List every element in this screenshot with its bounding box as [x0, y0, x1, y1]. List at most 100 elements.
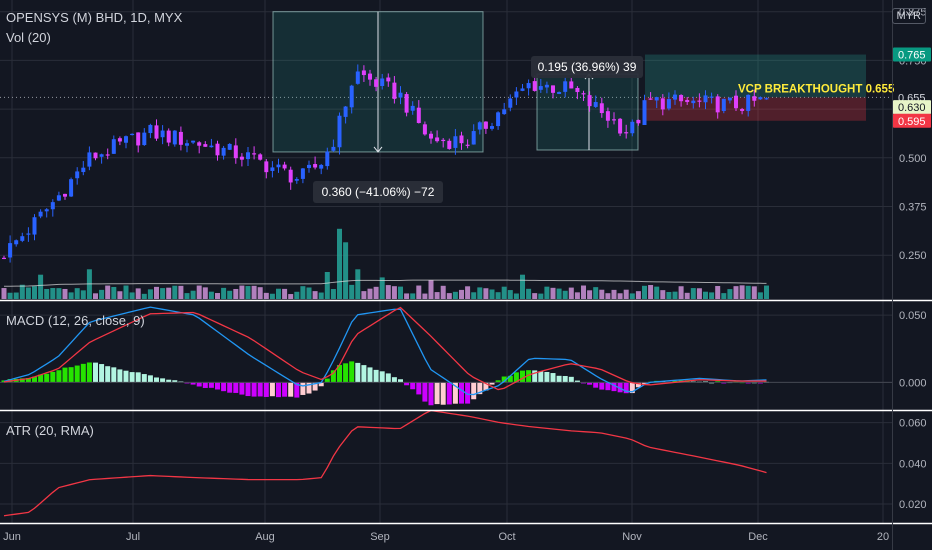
price-axis-tick-label: 0.060: [899, 418, 927, 430]
volume-bar: [257, 287, 263, 299]
volume-bar: [68, 292, 74, 299]
annotation-labels: 0.360 (−41.06%) −72 0.195 (36.96%) 39 VCP …: [313, 56, 895, 203]
volume-bar: [593, 287, 599, 299]
candle-body: [50, 202, 55, 210]
macd-histogram-bar: [269, 382, 275, 397]
volume-bar: [757, 292, 763, 299]
candle-body: [721, 98, 726, 111]
candle-body: [239, 156, 244, 160]
macd-histogram-bar: [507, 375, 513, 383]
macd-histogram-bar: [202, 382, 208, 388]
candle-body: [630, 121, 635, 134]
volume-bar: [123, 285, 129, 299]
candle-body: [581, 93, 586, 95]
candle-body: [264, 161, 269, 173]
macd-histogram-bar: [263, 382, 269, 397]
volume-bar: [19, 284, 25, 299]
price-badge-label: 0.595: [898, 116, 926, 128]
rise-measure-label-bg: [531, 56, 643, 78]
candle-body: [642, 100, 647, 125]
atr-indicator-label[interactable]: ATR (20, RMA): [6, 423, 94, 438]
candle-body: [697, 100, 702, 102]
macd-histogram-bar: [361, 365, 367, 383]
price-axis-tick-label: 0.500: [899, 153, 927, 165]
macd-histogram-bar: [568, 376, 574, 383]
macd-histogram-bar: [129, 372, 135, 383]
macd-histogram-bar: [62, 367, 68, 383]
candle-body: [435, 137, 440, 142]
volume-bar: [538, 293, 544, 299]
candle-body: [215, 143, 220, 156]
macd-histogram-bar: [526, 370, 532, 383]
volume-bar: [32, 286, 37, 299]
macd-histogram-bar: [446, 382, 452, 405]
volume-bar: [367, 288, 373, 299]
time-axis-tick-label: Dec: [748, 531, 768, 543]
macd-indicator-label[interactable]: MACD (12, 26, close, 9): [6, 313, 145, 328]
volume-bar: [526, 288, 532, 299]
price-axis-tick-label: 0.000: [899, 377, 927, 389]
candle-body: [294, 179, 299, 181]
volume-bar: [587, 290, 593, 299]
macd-histogram-bar: [532, 370, 538, 383]
macd-histogram-bar: [703, 381, 708, 383]
candle-body: [715, 96, 720, 113]
price-badge-bg: [893, 100, 931, 115]
macd-histogram-bar: [483, 382, 489, 391]
candle-body: [703, 95, 708, 103]
macd-histogram-bar: [68, 367, 74, 383]
price-badge: 0.765: [893, 47, 931, 62]
candle-body: [404, 94, 409, 113]
macd-histogram-bar: [477, 382, 483, 395]
macd-histogram-bar: [318, 382, 324, 387]
candle-body: [508, 98, 513, 108]
candle-body: [288, 169, 293, 183]
volume-bar: [550, 287, 556, 299]
price-badge: 0.595: [893, 113, 931, 128]
macd-histogram-bar: [599, 382, 605, 390]
volume-bar: [233, 288, 239, 299]
macd-histogram-bar: [111, 367, 117, 383]
price-badge-bg: [893, 47, 931, 62]
candle-body: [740, 109, 745, 111]
volume-bar: [251, 285, 257, 299]
candle-body: [587, 95, 592, 107]
price-axis-tick-label: 0.050: [899, 310, 927, 322]
candle-body: [734, 95, 738, 109]
volume-bar: [629, 293, 635, 299]
volume-bar: [269, 293, 275, 299]
volume-bar: [312, 291, 318, 299]
candle-body: [166, 130, 171, 143]
volume-bar: [513, 293, 519, 299]
macd-histogram-bar: [416, 382, 422, 395]
volume-bar: [459, 289, 464, 299]
candle-body: [203, 144, 208, 147]
price-axis-tick-label: 0.250: [899, 250, 927, 262]
macd-histogram-bar: [215, 382, 220, 390]
currency-badge[interactable]: MYR: [891, 8, 926, 24]
time-axis-tick-label: Aug: [255, 531, 275, 543]
candle-body: [483, 121, 488, 129]
volume-bar: [739, 285, 745, 299]
volume-bar: [129, 292, 135, 299]
volume-bar: [50, 288, 56, 299]
candle-body: [307, 164, 311, 169]
volume-bar: [416, 285, 422, 299]
volume-bar: [99, 289, 105, 299]
volume-bar: [764, 285, 769, 299]
volume-bar: [239, 285, 245, 299]
volume-bar: [227, 290, 233, 299]
volume-bar: [520, 274, 525, 299]
symbol-title[interactable]: OPENSYS (M) BHD, 1D, MYX: [6, 10, 183, 25]
macd-histogram-bar: [19, 378, 25, 383]
time-axis-tick-label: Sep: [370, 531, 390, 543]
volume-bar: [440, 285, 446, 299]
candle-body: [526, 83, 531, 89]
volume-indicator-label[interactable]: Vol (20): [6, 30, 51, 45]
candle-body: [459, 135, 464, 144]
volume-bar: [276, 288, 281, 299]
candle-body: [355, 71, 360, 84]
macd-histogram-bar: [715, 381, 721, 383]
volume-bar: [672, 291, 678, 299]
